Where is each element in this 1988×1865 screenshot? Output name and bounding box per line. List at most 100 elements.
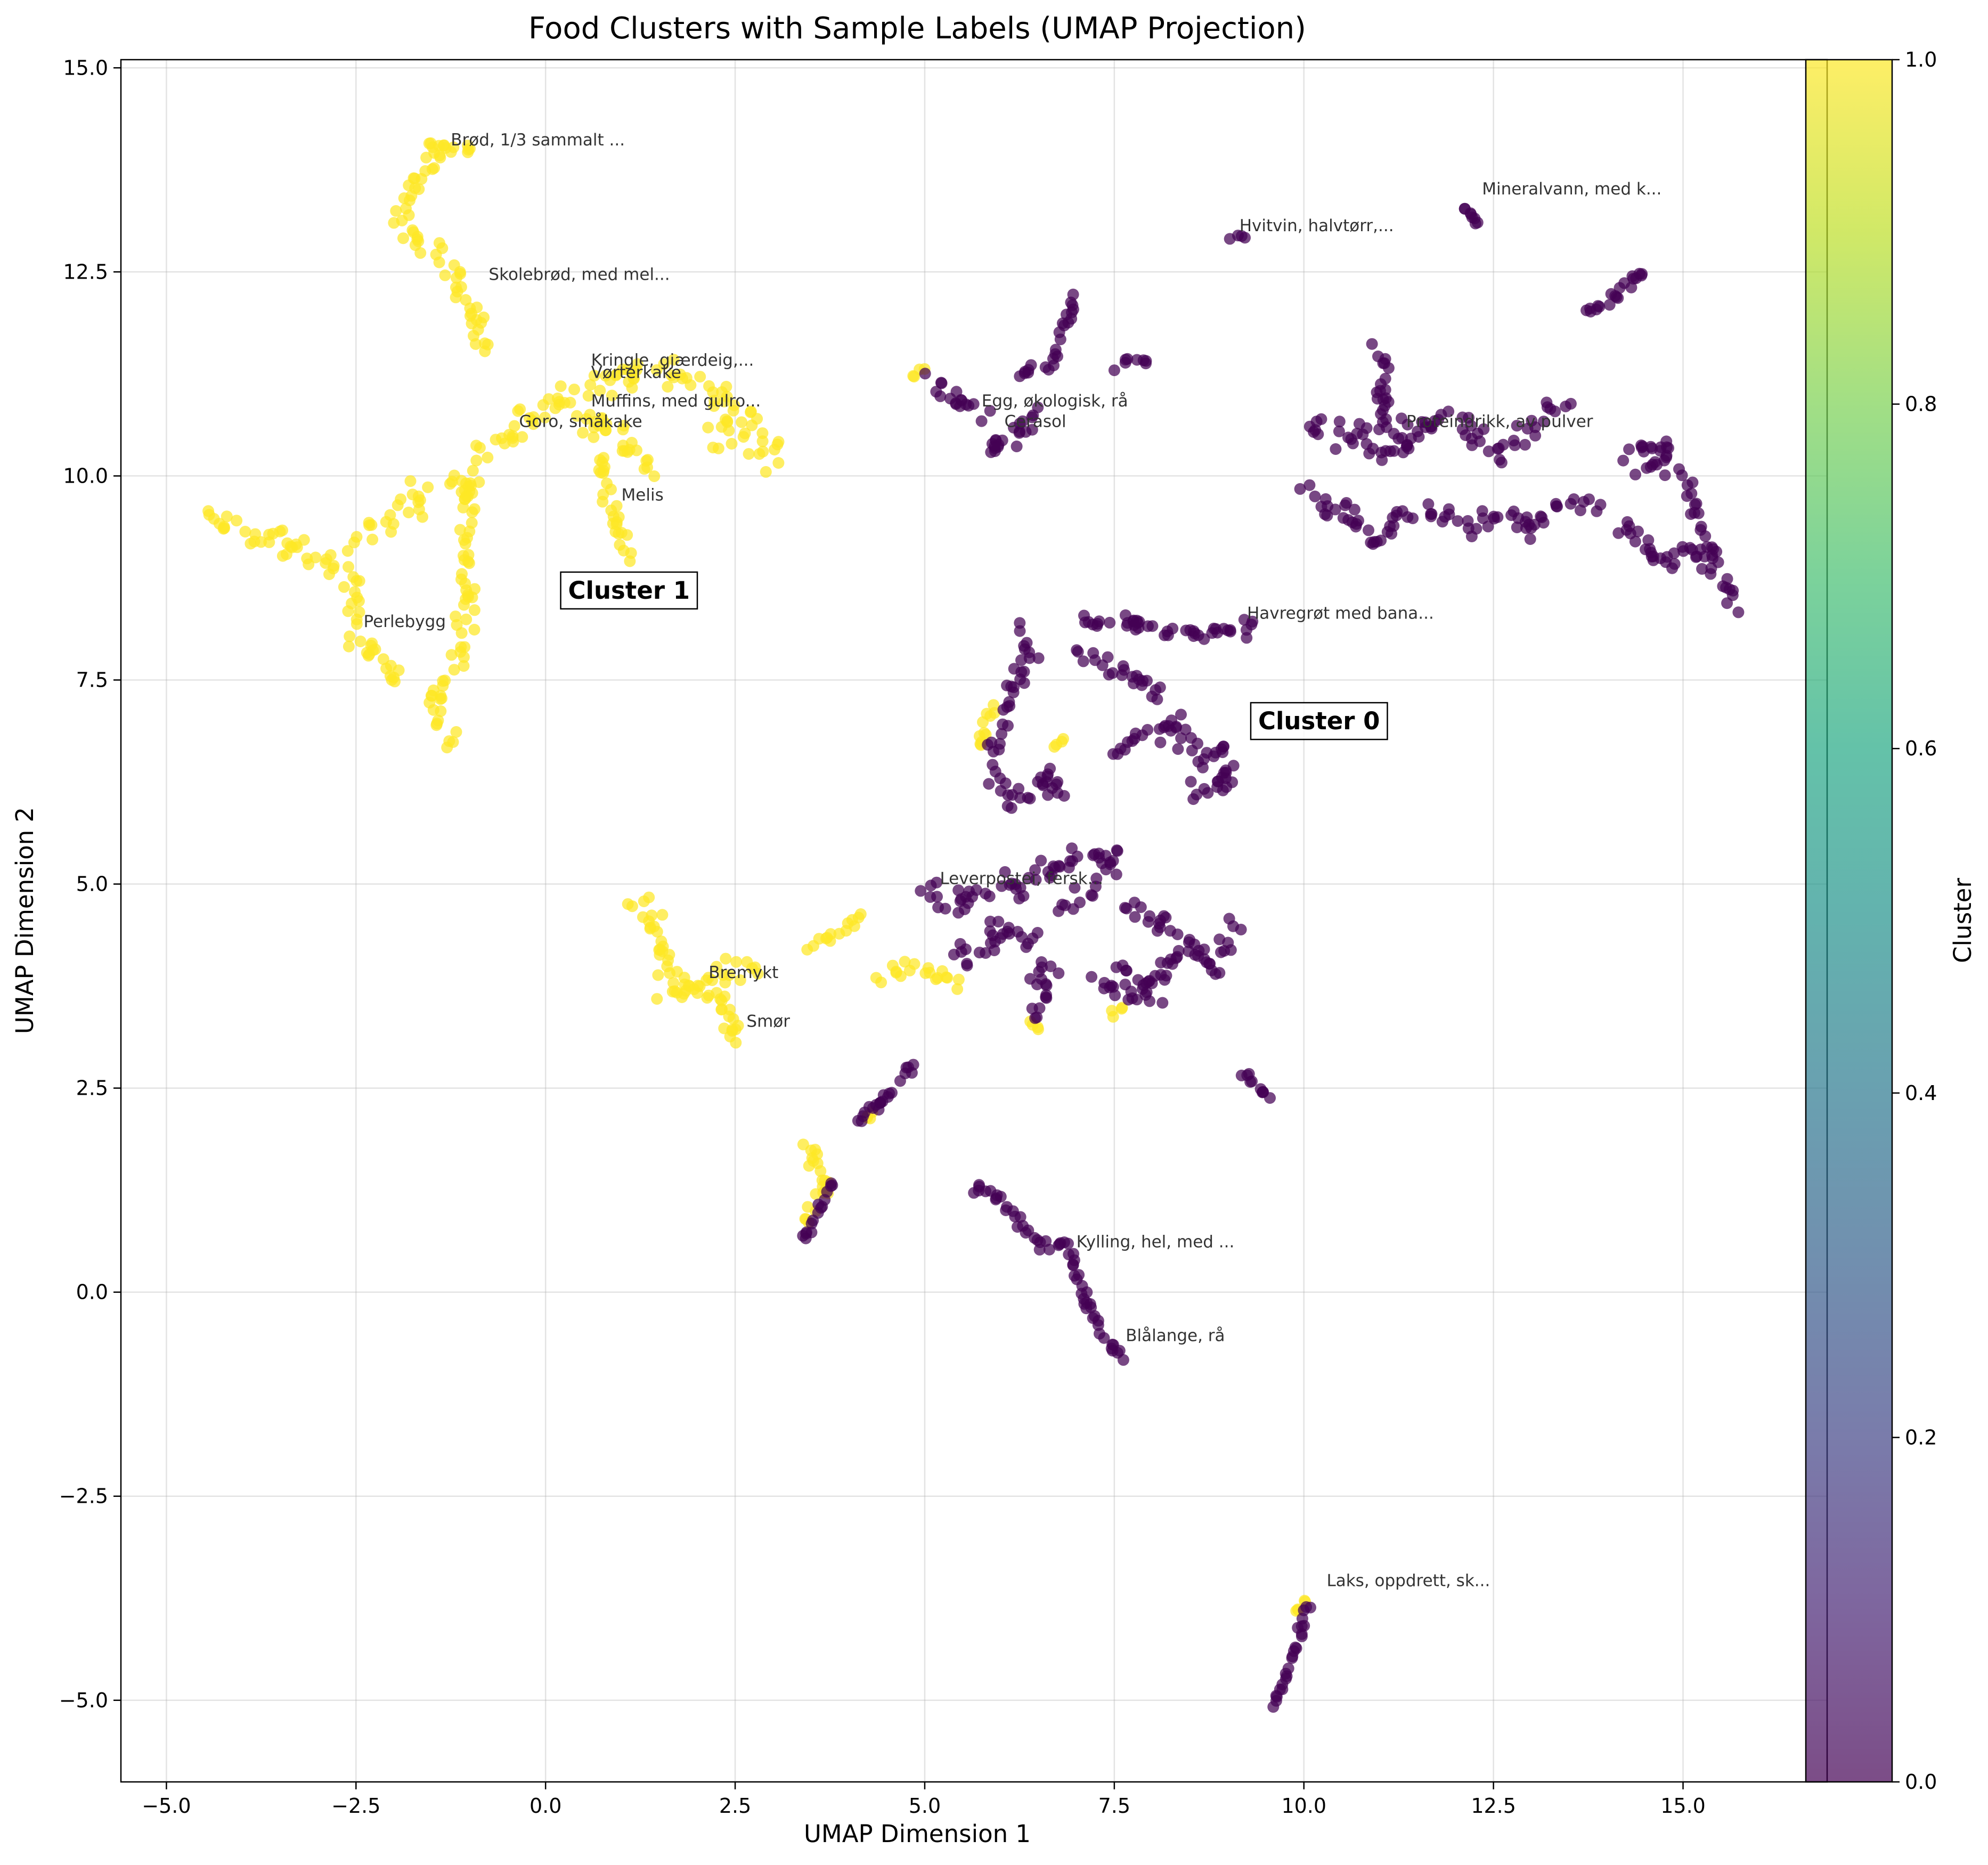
data-point	[1126, 735, 1138, 747]
data-point	[1001, 925, 1013, 938]
data-point	[1494, 453, 1506, 466]
cluster-label-box	[560, 571, 698, 610]
data-point	[555, 380, 567, 392]
data-point	[852, 911, 865, 924]
data-point	[403, 209, 415, 221]
data-point	[365, 519, 378, 531]
data-point	[746, 419, 758, 431]
colorbar-tick-label: 0.8	[1905, 393, 1937, 416]
data-point	[1568, 493, 1580, 505]
sample-label: Laks, oppdrett, sk...	[1326, 1571, 1490, 1590]
data-point	[712, 442, 724, 454]
data-point	[458, 651, 470, 663]
data-point	[397, 232, 409, 245]
data-point	[708, 394, 721, 406]
data-point	[1644, 441, 1657, 453]
data-point	[1121, 617, 1134, 629]
data-point	[662, 381, 674, 393]
data-point	[320, 557, 332, 569]
data-point	[1026, 411, 1038, 424]
y-tick-label: 12.5	[63, 260, 108, 283]
data-point	[932, 972, 944, 984]
data-point	[1443, 508, 1455, 520]
data-point	[468, 503, 480, 515]
data-point	[723, 425, 735, 437]
scatter-points	[202, 137, 1745, 1713]
data-point	[1005, 802, 1017, 814]
data-point	[1668, 547, 1680, 559]
data-point	[907, 370, 919, 382]
data-point	[351, 575, 363, 587]
data-point	[990, 1193, 1002, 1206]
data-point	[756, 427, 769, 439]
sample-label: Vørterkake	[591, 363, 681, 382]
data-point	[982, 739, 994, 751]
data-point	[1227, 760, 1240, 772]
data-point	[802, 1201, 814, 1213]
data-point	[433, 237, 445, 249]
data-point	[464, 143, 476, 154]
data-point	[1146, 620, 1159, 632]
data-point	[992, 916, 1005, 928]
data-point	[460, 613, 472, 625]
data-point	[883, 1087, 895, 1100]
data-point	[727, 404, 739, 417]
data-point	[1511, 522, 1523, 533]
data-point	[1066, 842, 1078, 854]
sample-label: Brød, 1/3 sammalt ...	[451, 131, 625, 150]
data-point	[951, 983, 964, 995]
sample-label: Leverpostei, fersk...	[940, 869, 1103, 889]
data-point	[988, 944, 1000, 956]
x-tick-label: 7.5	[1098, 1794, 1130, 1818]
data-point	[1550, 500, 1562, 512]
data-point	[470, 454, 483, 467]
data-point	[1140, 357, 1152, 370]
data-point	[1018, 677, 1030, 689]
data-point	[454, 524, 466, 536]
data-point	[414, 494, 426, 506]
sample-label: Blålange, rå	[1126, 1326, 1225, 1346]
data-point	[1300, 1601, 1313, 1613]
colorbar-tick-label: 0.6	[1905, 737, 1937, 760]
data-point	[439, 269, 451, 281]
cluster-0-points	[797, 202, 1745, 1713]
data-point	[626, 382, 638, 394]
data-point	[999, 866, 1011, 878]
data-point	[1078, 1293, 1090, 1305]
data-point	[621, 364, 633, 376]
x-tick-label: 10.0	[1281, 1794, 1326, 1818]
data-point	[1064, 855, 1076, 867]
data-point	[1108, 364, 1120, 377]
data-point	[984, 405, 996, 417]
data-point	[202, 505, 215, 517]
data-point	[1184, 624, 1196, 636]
data-point	[622, 446, 634, 458]
data-point	[1560, 401, 1572, 412]
data-point	[930, 386, 942, 398]
data-point	[658, 358, 670, 370]
data-point	[605, 504, 617, 517]
sample-label: Bremykt	[708, 963, 778, 982]
data-point	[734, 974, 746, 986]
data-point	[564, 396, 576, 409]
data-point	[1630, 272, 1642, 284]
data-point	[1052, 787, 1064, 799]
data-point	[460, 593, 472, 605]
data-point	[617, 544, 630, 557]
data-point	[599, 461, 610, 473]
data-point	[1132, 622, 1145, 634]
sample-label: Kylling, hel, med ...	[1077, 1232, 1235, 1251]
sample-label: Smør	[746, 1012, 790, 1031]
data-point	[1032, 401, 1044, 413]
data-point	[1282, 1663, 1294, 1674]
data-point	[1400, 441, 1413, 453]
data-point	[984, 925, 996, 938]
data-point	[470, 439, 482, 452]
data-point	[1478, 423, 1490, 435]
sample-label: Egg, økologisk, rå	[982, 392, 1128, 411]
data-point	[1524, 533, 1536, 545]
data-point	[1186, 744, 1198, 756]
data-point	[988, 707, 1000, 719]
data-point	[507, 436, 519, 448]
data-point	[1144, 910, 1156, 922]
